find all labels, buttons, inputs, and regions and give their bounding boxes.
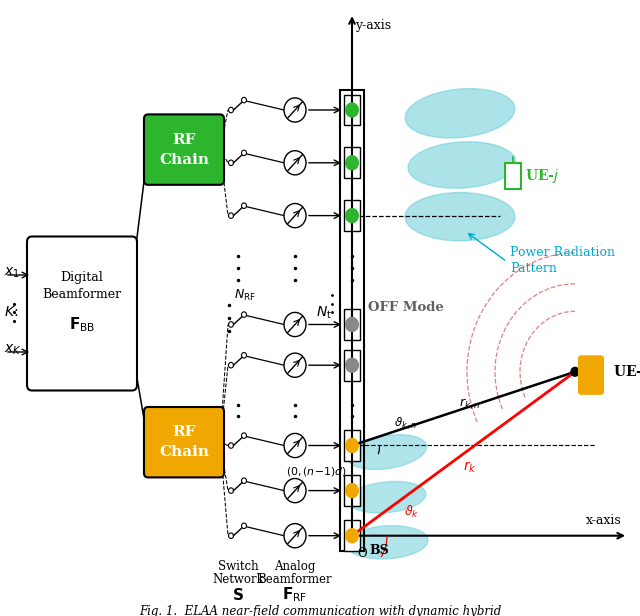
Ellipse shape [405, 89, 515, 138]
Bar [344, 200, 360, 231]
Text: Fig. 1.  ELAA near-field communication with dynamic hybrid: Fig. 1. ELAA near-field communication wi… [139, 605, 501, 616]
Circle shape [241, 312, 246, 317]
Circle shape [228, 533, 234, 538]
Circle shape [228, 160, 234, 166]
Bar [344, 147, 360, 178]
Circle shape [284, 353, 306, 377]
Text: Beamformer: Beamformer [258, 573, 332, 586]
Circle shape [228, 488, 234, 493]
Text: $\mathbf{F}_{\mathrm{BB}}$: $\mathbf{F}_{\mathrm{BB}}$ [69, 315, 95, 334]
Text: Chain: Chain [159, 445, 209, 459]
Text: $N_{\mathrm{RF}}$: $N_{\mathrm{RF}}$ [234, 288, 256, 304]
Ellipse shape [348, 435, 427, 469]
Circle shape [284, 524, 306, 548]
Circle shape [241, 352, 246, 358]
Text: RF: RF [172, 132, 196, 147]
Text: $\mathbf{S}$: $\mathbf{S}$ [232, 587, 244, 603]
FancyBboxPatch shape [27, 237, 137, 391]
Circle shape [284, 203, 306, 228]
Text: $x_K$: $x_K$ [4, 342, 22, 357]
Circle shape [345, 528, 359, 543]
Circle shape [241, 523, 246, 529]
Circle shape [241, 433, 246, 439]
Ellipse shape [408, 142, 516, 188]
Circle shape [284, 312, 306, 336]
Bar [344, 309, 360, 340]
Bar [344, 430, 360, 461]
Circle shape [241, 150, 246, 156]
FancyBboxPatch shape [579, 357, 603, 394]
Circle shape [284, 434, 306, 458]
Text: Switch: Switch [218, 560, 259, 573]
Bar [344, 95, 360, 126]
Circle shape [345, 102, 359, 118]
Bar [344, 350, 360, 381]
Text: RF: RF [172, 425, 196, 439]
FancyBboxPatch shape [144, 115, 224, 185]
Text: y-axis: y-axis [355, 18, 391, 31]
Circle shape [284, 479, 306, 503]
Circle shape [228, 322, 234, 327]
Circle shape [345, 357, 359, 373]
Bar [340, 90, 364, 551]
Text: $r_k$: $r_k$ [463, 460, 477, 475]
Circle shape [345, 483, 359, 498]
Circle shape [345, 208, 359, 223]
Text: UE-$j$: UE-$j$ [525, 167, 559, 185]
Text: $N_{\mathrm{t}}$: $N_{\mathrm{t}}$ [316, 304, 332, 320]
Circle shape [241, 203, 246, 208]
Circle shape [228, 443, 234, 448]
Text: Power Radiation: Power Radiation [510, 246, 615, 259]
Circle shape [345, 155, 359, 171]
Text: BS: BS [369, 545, 388, 557]
Text: $x_1$: $x_1$ [4, 265, 20, 280]
Circle shape [228, 107, 234, 113]
Ellipse shape [348, 482, 426, 513]
Circle shape [345, 438, 359, 453]
Circle shape [228, 362, 234, 368]
Text: x-axis: x-axis [586, 514, 622, 527]
Text: $K$:: $K$: [4, 306, 19, 320]
Circle shape [571, 367, 579, 376]
Circle shape [345, 317, 359, 332]
Text: $\vartheta_k$: $\vartheta_k$ [404, 503, 419, 519]
Text: $\mathbf{F}_{\mathrm{RF}}$: $\mathbf{F}_{\mathrm{RF}}$ [282, 586, 308, 604]
FancyBboxPatch shape [144, 407, 224, 477]
Text: Analog: Analog [275, 560, 316, 573]
Text: $\vartheta_{k,n}$: $\vartheta_{k,n}$ [394, 415, 417, 432]
Text: Network: Network [212, 573, 264, 586]
Circle shape [284, 98, 306, 122]
Circle shape [241, 97, 246, 103]
Text: Digital: Digital [61, 270, 104, 284]
Circle shape [241, 478, 246, 484]
Text: Beamformer: Beamformer [42, 288, 122, 301]
Text: UE-$k$: UE-$k$ [613, 364, 640, 379]
Ellipse shape [405, 192, 515, 241]
Bar [344, 521, 360, 551]
Ellipse shape [346, 525, 428, 559]
Text: $r_{k,n}$: $r_{k,n}$ [459, 397, 481, 413]
Text: Pattern: Pattern [510, 262, 557, 275]
Text: $(0,(n\!-\!1)d)$: $(0,(n\!-\!1)d)$ [286, 465, 347, 478]
Text: Chain: Chain [159, 153, 209, 166]
Text: OFF Mode: OFF Mode [368, 301, 444, 315]
Bar [344, 475, 360, 506]
Bar [505, 163, 521, 189]
Text: O: O [357, 546, 367, 560]
Circle shape [284, 151, 306, 175]
Circle shape [228, 213, 234, 218]
